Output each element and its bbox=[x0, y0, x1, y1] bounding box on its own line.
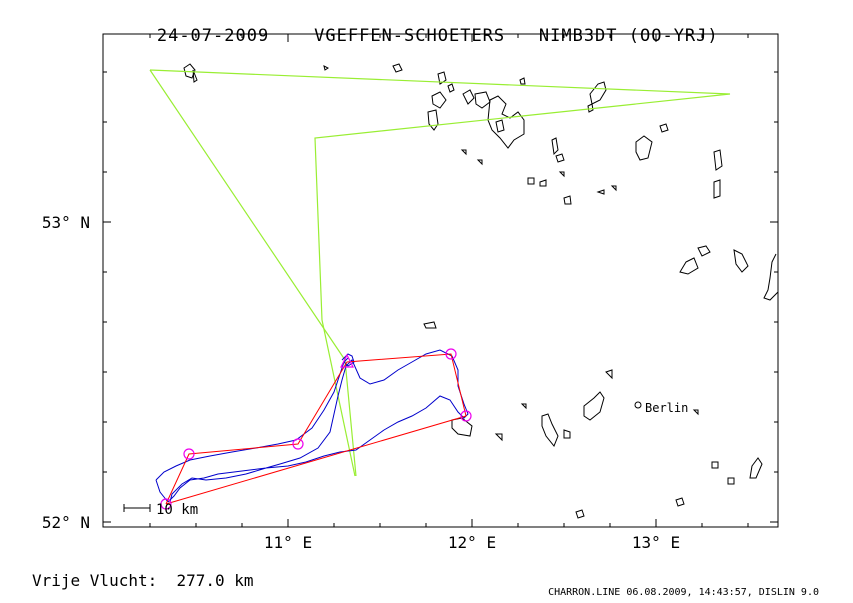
lon-label-11: 11° E bbox=[264, 533, 312, 552]
turnpoint-3 bbox=[445, 348, 457, 360]
lat-label-52: 52° N bbox=[42, 513, 90, 532]
credit-line: CHARRON.LINE 06.08.2009, 14:43:57, DISLI… bbox=[548, 587, 819, 598]
scale-bar-label: 10 km bbox=[156, 502, 198, 518]
glider-id: NIMB3DT (OO-YRJ) bbox=[538, 26, 719, 46]
turnpoint-2 bbox=[292, 438, 304, 450]
lon-label-12: 12° E bbox=[448, 533, 496, 552]
airspace-line-west bbox=[149, 69, 731, 477]
city-marker-berlin bbox=[634, 401, 642, 409]
city-label-berlin: Berlin bbox=[645, 401, 688, 415]
start-point-triangle bbox=[340, 353, 354, 368]
page-title: 24-07-2009 VGEFFEN-SCHOETERS NIMB3DT (OO… bbox=[0, 6, 853, 46]
turnpoint-1 bbox=[183, 448, 195, 460]
lat-label-53: 53° N bbox=[42, 213, 90, 232]
finish-point bbox=[160, 498, 172, 510]
distance-value: 277.0 km bbox=[176, 571, 254, 590]
airspace-boundaries bbox=[149, 69, 731, 477]
turnpoints bbox=[160, 348, 472, 510]
scale-bar bbox=[123, 504, 151, 512]
task-line bbox=[165, 353, 467, 505]
distance-label: Vrije Vlucht: bbox=[32, 571, 158, 590]
map-frame bbox=[102, 33, 779, 528]
turnpoint-4 bbox=[460, 410, 472, 422]
latitude-ticks bbox=[103, 71, 778, 523]
flight-track bbox=[155, 349, 469, 503]
flight-distance: Vrije Vlucht: 277.0 km bbox=[32, 571, 254, 590]
lon-label-13: 13° E bbox=[632, 533, 680, 552]
lake-outlines bbox=[183, 63, 779, 519]
pilot-names: VGEFFEN-SCHOETERS bbox=[314, 26, 506, 46]
airspace-line-diagonal bbox=[149, 69, 357, 477]
longitude-ticks bbox=[149, 34, 749, 527]
flight-date: 24-07-2009 bbox=[156, 26, 270, 46]
